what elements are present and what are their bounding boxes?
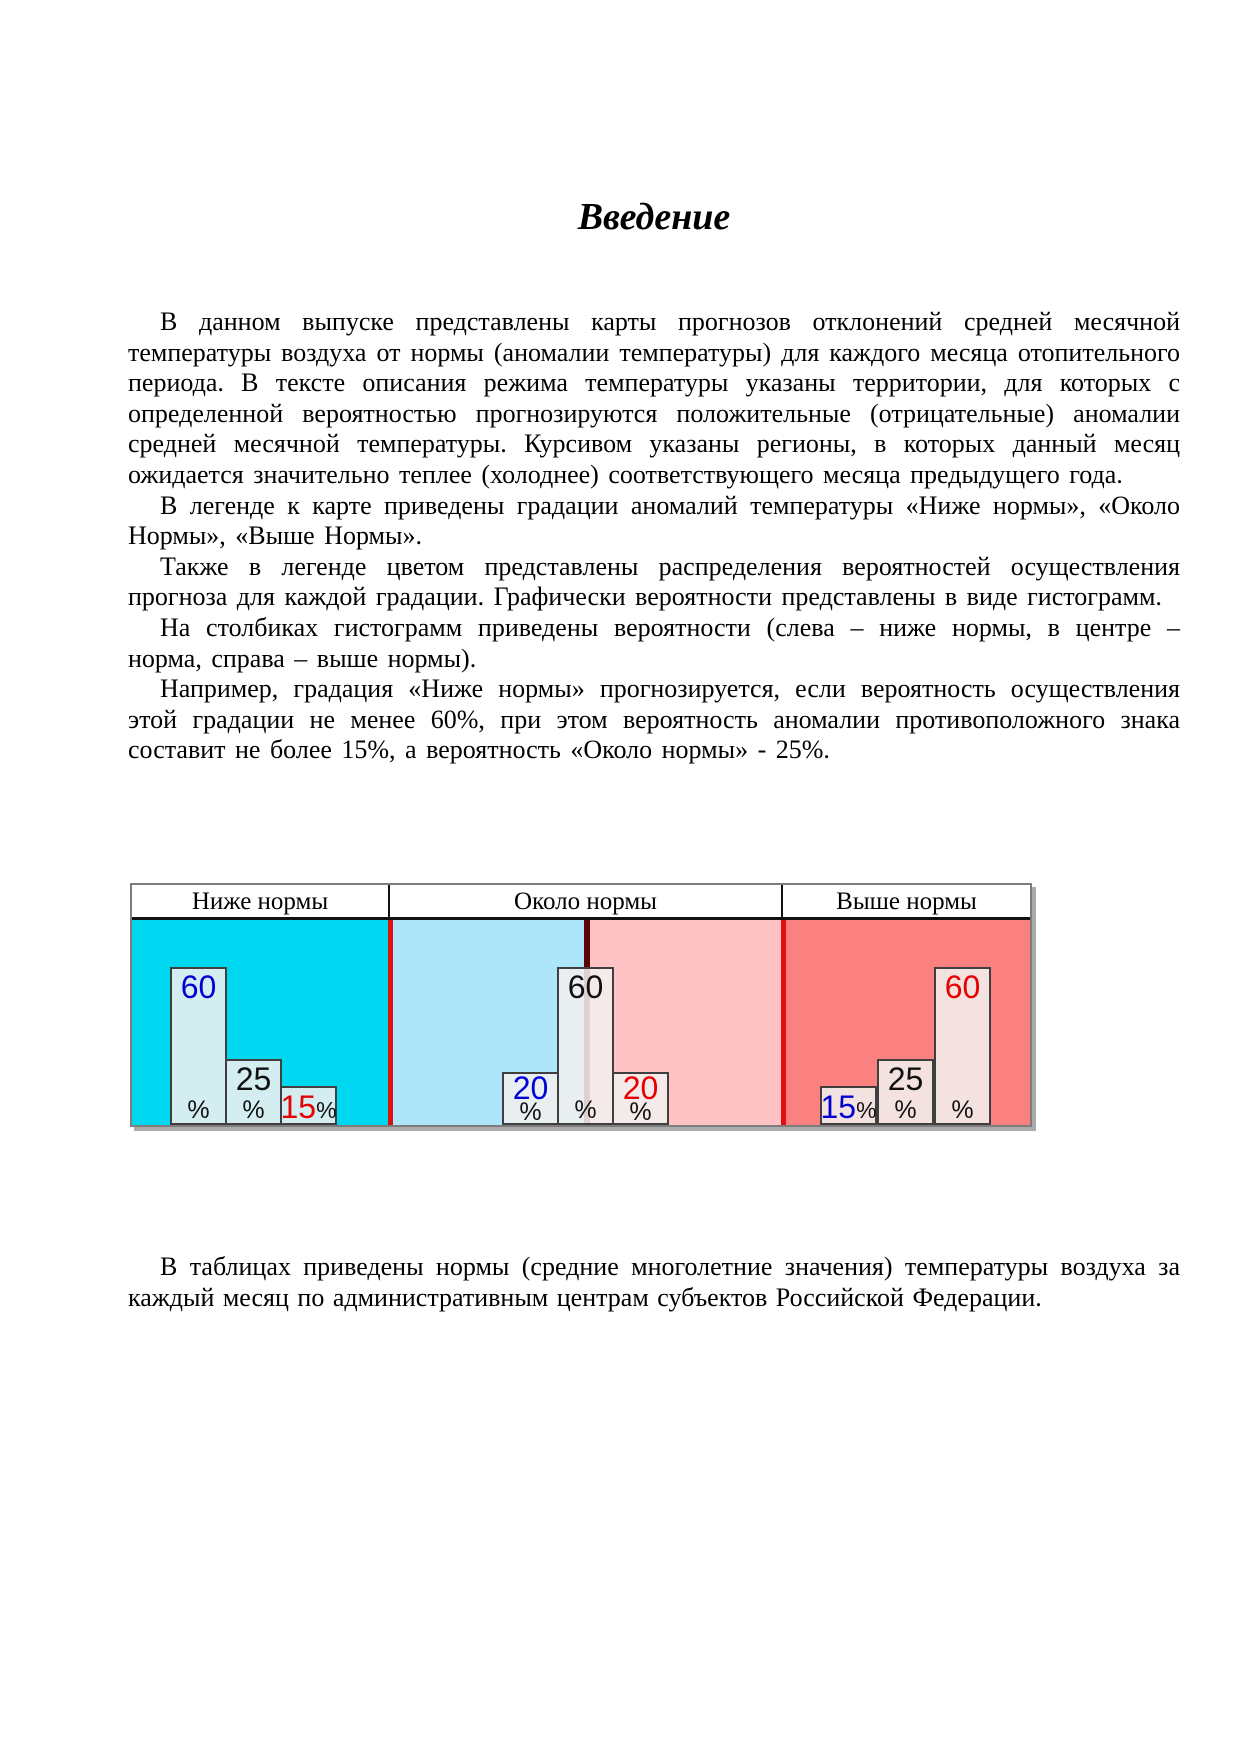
panel-near-norm: 20% 60% 20% (390, 920, 783, 1125)
panel-above-norm: 15% 25% 60% (783, 920, 1030, 1125)
legend-panel-row: 60% 25% 15% 20% 60% 20% 15% 25% 60% (132, 920, 1030, 1125)
closing-text-block: В таблицах приведены нормы (средние мног… (128, 1252, 1180, 1313)
histogram-bar: 60% (557, 967, 614, 1125)
bar-value-label: 20 (512, 1070, 549, 1106)
bar-value-label: 20 (622, 1070, 659, 1106)
legend-header-above-norm: Выше нормы (783, 885, 1030, 917)
histogram-bar: 20% (502, 1072, 559, 1125)
bar-percent-label: % (519, 1098, 542, 1127)
bar-percent-label: % (574, 1095, 597, 1124)
legend-header-below-norm: Ниже нормы (132, 885, 390, 917)
histogram-bar: 60% (170, 967, 227, 1125)
bar-value-label: 15 (820, 1089, 857, 1125)
panel-below-norm: 60% 25% 15% (132, 920, 390, 1125)
bar-value-label: 60 (944, 969, 981, 1005)
histogram-bar: 15% (820, 1086, 877, 1125)
paragraph: В данном выпуске представлены карты прог… (128, 307, 1180, 489)
bar-percent-label: % (856, 1097, 877, 1123)
paragraph: В таблицах приведены нормы (средние мног… (128, 1252, 1180, 1312)
bar-value-label: 25 (235, 1061, 272, 1097)
red-separator-line (388, 920, 393, 1125)
bar-percent-label: % (951, 1095, 974, 1124)
page-title: Введение (577, 196, 731, 238)
bar-percent-label: % (316, 1097, 337, 1123)
bar-value-label: 25 (887, 1061, 924, 1097)
histogram-bar: 15% (280, 1086, 337, 1125)
bar-value-label: 60 (567, 969, 604, 1005)
histogram-bar: 60% (934, 967, 991, 1125)
red-separator-line (781, 920, 786, 1125)
paragraph: На столбиках гистограмм приведены вероят… (128, 612, 1180, 673)
intro-text-block: В данном выпуске представлены карты прог… (128, 307, 1180, 766)
legend-header-near-norm: Около нормы (390, 885, 783, 917)
bar-percent-label: % (187, 1095, 210, 1124)
histogram-bar: 20% (612, 1072, 669, 1125)
histogram-bar: 25% (877, 1059, 934, 1125)
legend-header-row: Ниже нормы Около нормы Выше нормы (132, 885, 1030, 920)
legend-histogram-figure: Ниже нормы Около нормы Выше нормы 60% 25%… (130, 883, 1032, 1127)
paragraph: Также в легенде цветом представлены расп… (128, 551, 1180, 612)
paragraph: Например, градация «Ниже нормы» прогнози… (128, 674, 1180, 765)
bar-value-label: 60 (180, 969, 217, 1005)
bar-percent-label: % (894, 1095, 917, 1124)
bar-percent-label: % (629, 1098, 652, 1127)
paragraph: В легенде к карте приведены градации ано… (128, 490, 1180, 551)
bar-percent-label: % (242, 1095, 265, 1124)
bar-value-label: 15 (280, 1089, 317, 1125)
histogram-bar: 25% (225, 1059, 282, 1125)
